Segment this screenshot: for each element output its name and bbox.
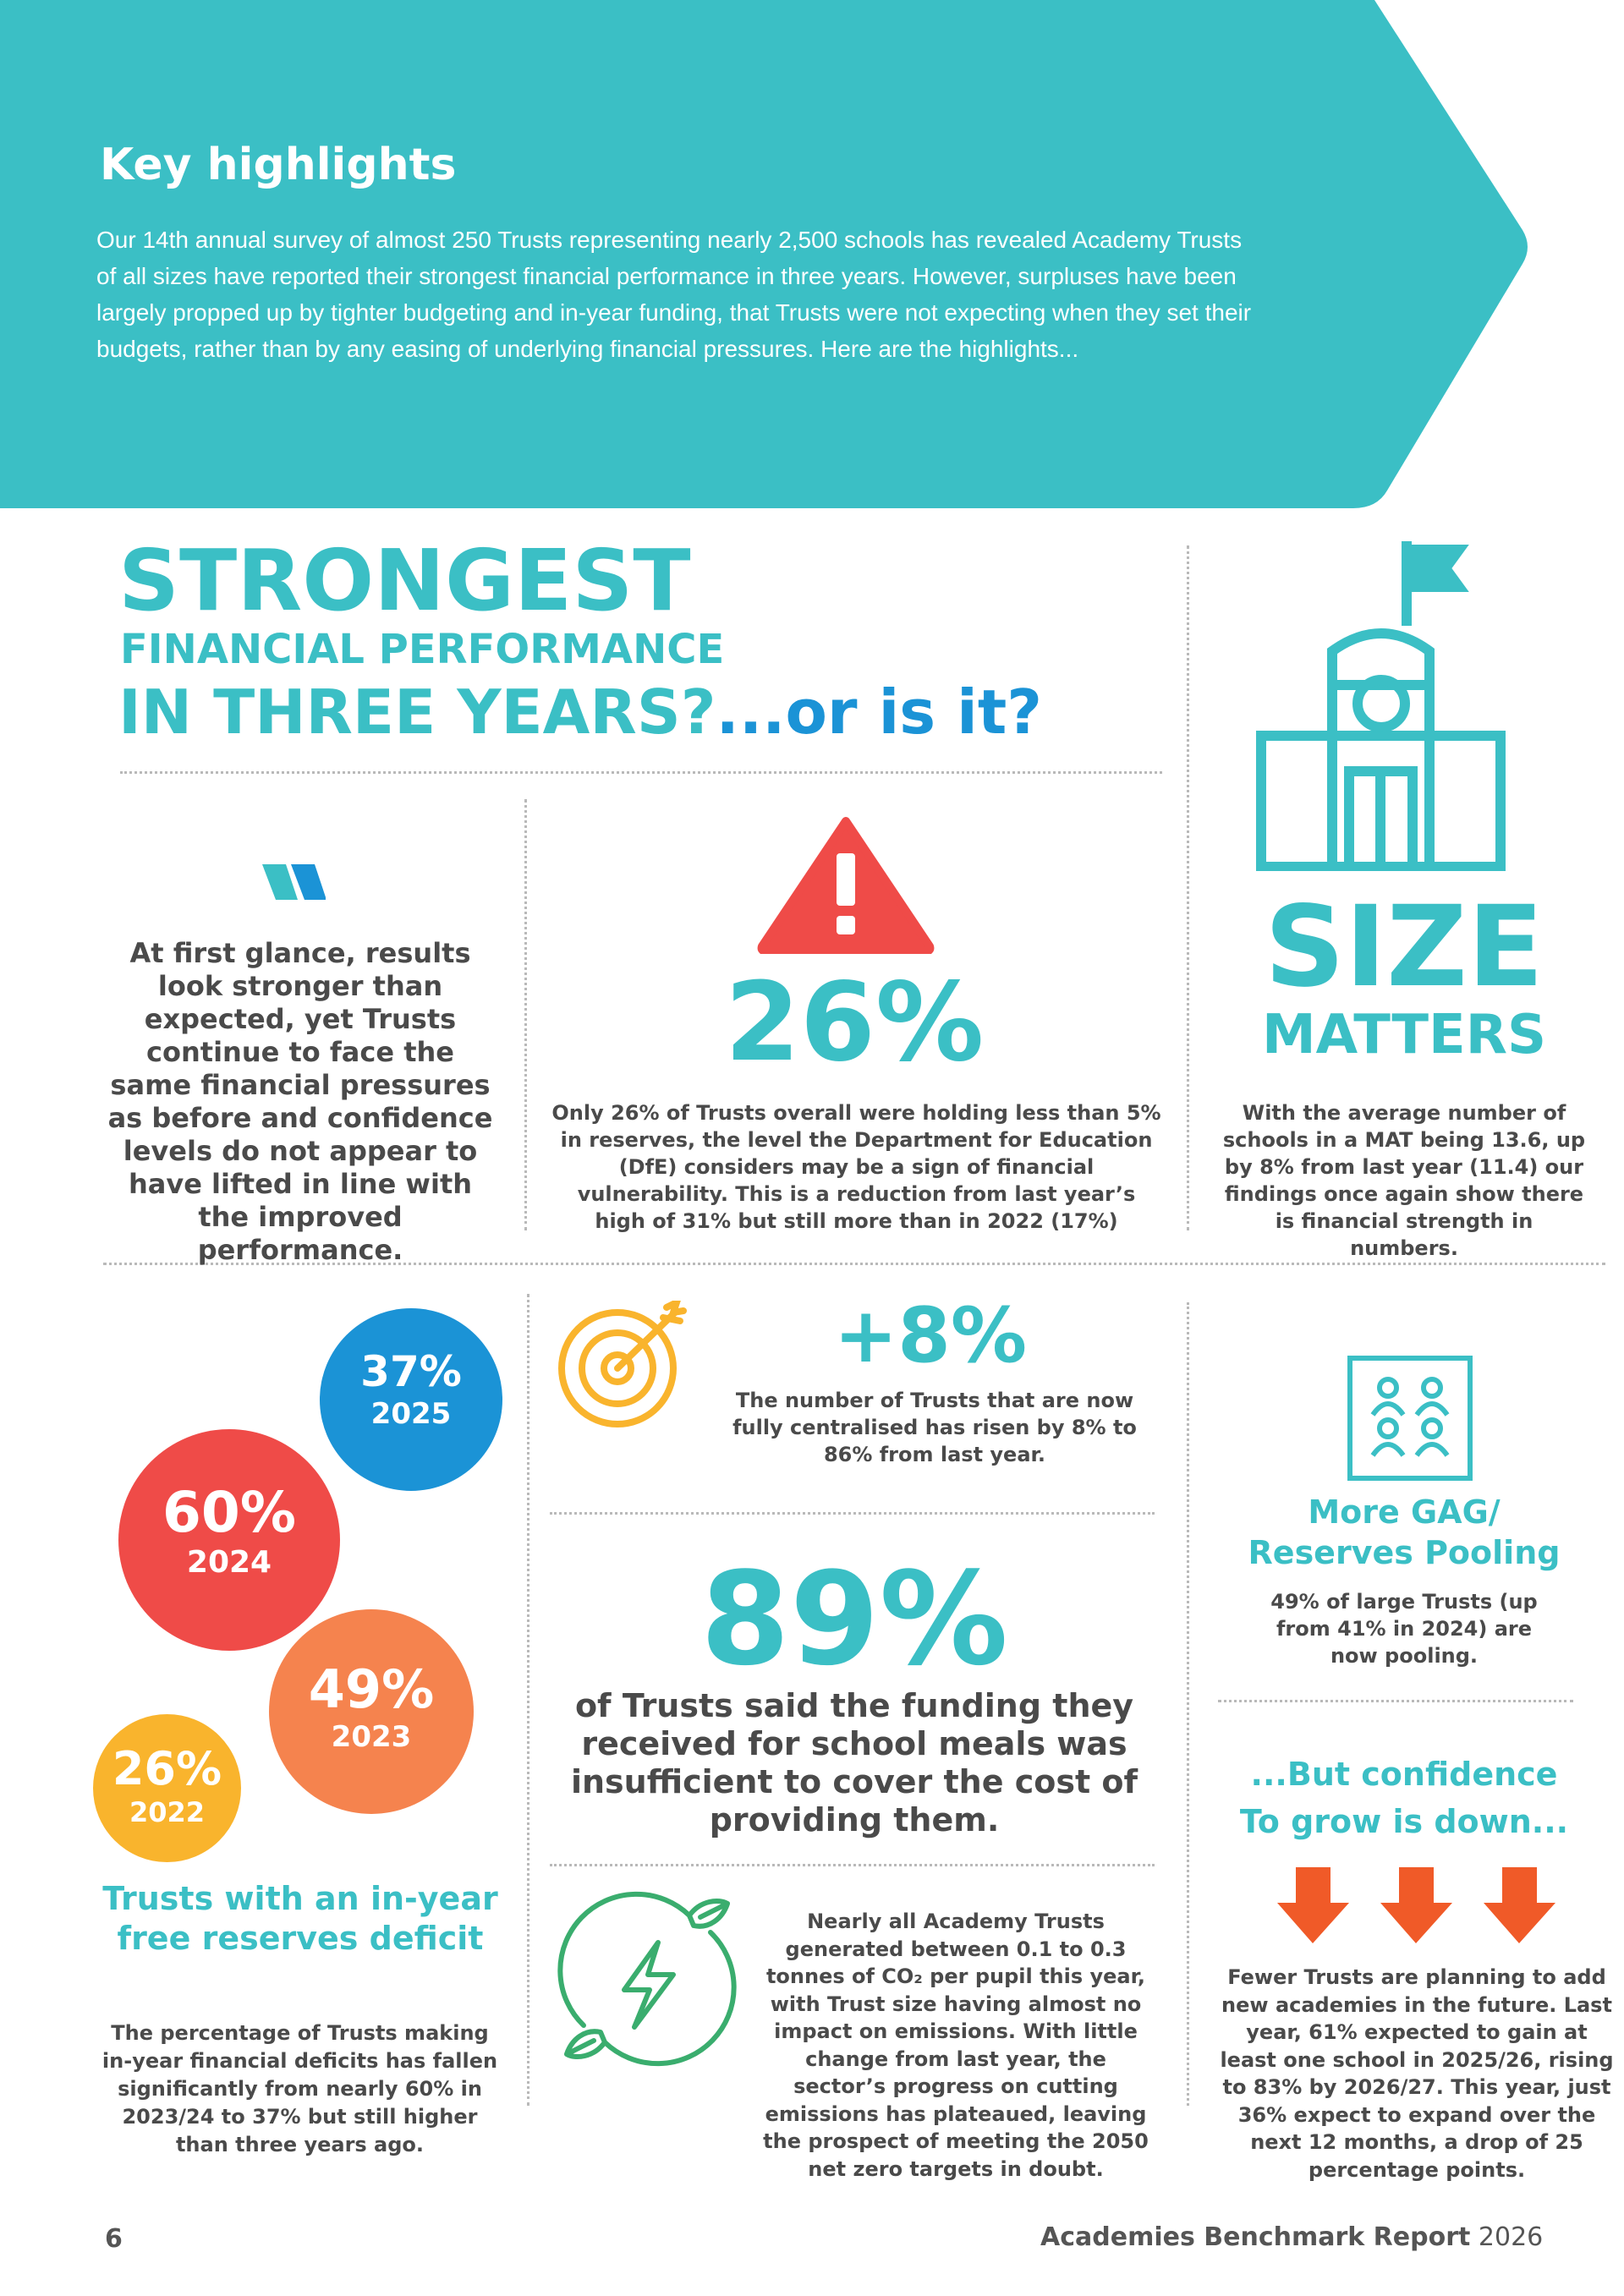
people-group-icon	[1347, 1356, 1473, 1481]
divider-top	[120, 771, 1162, 774]
divider-vertical-left-top	[524, 799, 527, 1230]
divider-vertical-right-top	[1187, 545, 1189, 1230]
divider-vertical-left-bottom	[527, 1294, 529, 2106]
centralised-text: The number of Trusts that are now fully …	[732, 1389, 1137, 1466]
header-banner	[0, 0, 1528, 508]
bubble-2025-percent: 37%	[360, 1347, 462, 1396]
divider-center-1	[550, 1512, 1155, 1515]
divider-right-1	[1218, 1700, 1573, 1702]
down-arrow-icon	[1484, 1867, 1555, 1943]
bubble-2025-year: 2025	[370, 1397, 452, 1431]
size-subtitle: MATTERS	[1261, 1004, 1547, 1066]
banner-intro-text: Our 14th annual survey of almost 250 Tru…	[96, 227, 1252, 362]
deficit-text: The percentage of Trusts making in-year …	[102, 2021, 498, 2156]
warning-icon	[757, 817, 935, 954]
bubble-2024: 60% 2024	[118, 1429, 340, 1651]
headline-three-years: IN THREE YEARS?...or is it?	[118, 677, 1042, 748]
bubble-2022-percent: 26%	[112, 1742, 222, 1795]
banner-title: Key highlights	[100, 140, 457, 190]
centralised-stat: +8%	[833, 1291, 1028, 1380]
down-arrow-icon	[1277, 1867, 1349, 1943]
bubble-2023: 49% 2023	[269, 1609, 474, 1814]
divider-vertical-right-bottom	[1187, 1302, 1189, 2106]
down-arrow-icon	[1380, 1867, 1452, 1943]
energy-bolt-icon	[557, 1891, 737, 2067]
footer-report-year: 2026	[1478, 2222, 1544, 2252]
quote-icon	[262, 864, 326, 900]
reserves-text: Only 26% of Trusts overall were holding …	[551, 1101, 1161, 1233]
headline-strongest: STRONGEST	[118, 531, 691, 630]
bubble-2025: 37% 2025	[320, 1308, 502, 1491]
divider-middle	[103, 1263, 1605, 1265]
confidence-title-line2: To grow is down...	[1239, 1803, 1569, 1840]
headline-three-years-text: IN THREE YEARS?	[118, 677, 716, 748]
confidence-text: Fewer Trusts are planning to add new aca…	[1220, 1965, 1614, 2182]
pooling-title-line1: More GAG/	[1308, 1493, 1501, 1531]
headline-financial-performance: FINANCIAL PERFORMANCE	[120, 626, 725, 673]
target-icon	[558, 1301, 687, 1427]
confidence-title-line1: ...But confidence	[1250, 1756, 1558, 1793]
bubble-2024-percent: 60%	[162, 1480, 296, 1545]
size-title: SIZE	[1264, 882, 1544, 1012]
divider-center-2	[550, 1864, 1155, 1866]
meals-text: of Trusts said the funding they received…	[570, 1687, 1138, 1838]
reserves-stat: 26%	[724, 960, 985, 1086]
quote-text: At first glance, results look stronger t…	[107, 937, 493, 1266]
pooling-text: 49% of large Trusts (up from 41% in 2024…	[1270, 1590, 1538, 1668]
footer-report-title: Academies Benchmark Report 2026	[1040, 2222, 1543, 2252]
headline-or-is-it: ...or is it?	[716, 677, 1043, 748]
meals-stat: 89%	[700, 1544, 1008, 1694]
bubble-2023-year: 2023	[331, 1720, 412, 1754]
page-number: 6	[105, 2224, 123, 2254]
deficit-title: Trusts with an in-year free reserves def…	[102, 1880, 498, 1957]
bubble-2022-year: 2022	[129, 1796, 206, 1828]
bubble-2022: 26% 2022	[93, 1714, 241, 1862]
school-building-icon	[1256, 541, 1506, 871]
size-text: With the average number of schools in a …	[1222, 1101, 1586, 1260]
pooling-title-line2: Reserves Pooling	[1248, 1534, 1561, 1571]
footer-report-name: Academies Benchmark Report	[1040, 2222, 1471, 2252]
bubble-2023-percent: 49%	[308, 1658, 435, 1720]
bubble-2024-year: 2024	[186, 1545, 272, 1580]
emissions-text: Nearly all Academy Trusts generated betw…	[763, 1910, 1149, 2181]
